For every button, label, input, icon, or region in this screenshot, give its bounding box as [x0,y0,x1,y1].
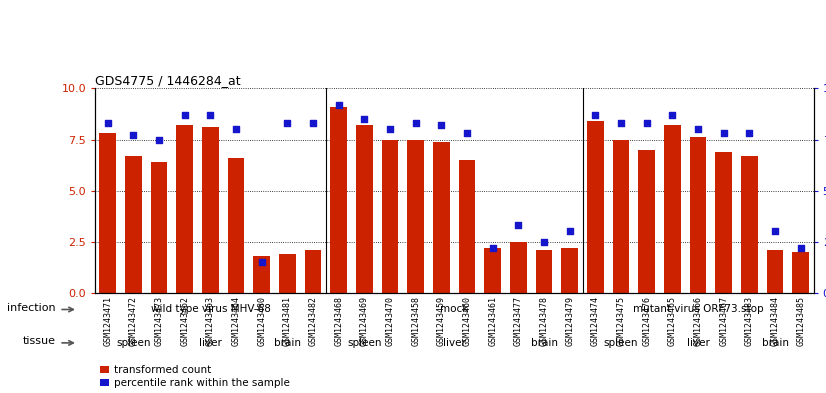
Point [255,259,268,265]
Point [281,120,294,126]
Text: mutant virus ORF73.stop: mutant virus ORF73.stop [633,305,763,314]
Point [409,120,422,126]
Bar [356,125,373,293]
Point [383,126,396,132]
Bar [485,248,501,293]
Point [615,120,628,126]
Bar [715,152,732,293]
Point [358,116,371,122]
Bar [458,160,476,293]
Point [794,245,807,251]
Bar [177,125,193,293]
Point [640,120,653,126]
Text: spleen: spleen [347,338,382,348]
Bar [767,250,783,293]
Text: tissue: tissue [23,336,56,346]
Bar [510,242,527,293]
Bar [613,140,629,293]
Point [512,222,525,228]
Legend: transformed count, percentile rank within the sample: transformed count, percentile rank withi… [100,365,290,388]
Point [691,126,705,132]
Point [127,132,140,139]
Text: liver: liver [686,338,710,348]
Bar [587,121,604,293]
Point [461,130,474,136]
Bar [99,133,116,293]
Text: brain: brain [762,338,789,348]
Bar [382,140,398,293]
Bar [305,250,321,293]
Text: infection: infection [7,303,56,313]
Text: spleen: spleen [604,338,638,348]
Bar [433,141,450,293]
Text: wild type virus MHV-68: wild type virus MHV-68 [150,305,270,314]
Text: liver: liver [199,338,222,348]
Point [230,126,243,132]
Bar [151,162,168,293]
Point [717,130,730,136]
Point [178,112,192,118]
Point [306,120,320,126]
Point [666,112,679,118]
Point [743,130,756,136]
Bar [741,156,757,293]
Bar [690,138,706,293]
Bar [792,252,809,293]
Bar [407,140,424,293]
Point [487,245,500,251]
Point [563,228,577,235]
Point [538,239,551,245]
Bar [664,125,681,293]
Text: GDS4775 / 1446284_at: GDS4775 / 1446284_at [95,74,240,87]
Bar [228,158,244,293]
Point [589,112,602,118]
Bar [202,127,219,293]
Point [153,136,166,143]
Text: spleen: spleen [116,338,150,348]
Text: liver: liver [443,338,466,348]
Text: mock: mock [440,305,468,314]
Bar [279,254,296,293]
Point [332,102,345,108]
Bar [254,256,270,293]
Text: brain: brain [274,338,301,348]
Point [434,122,448,129]
Point [102,120,115,126]
Bar [330,107,347,293]
Bar [638,150,655,293]
Point [768,228,781,235]
Point [204,112,217,118]
Text: brain: brain [530,338,558,348]
Bar [562,248,578,293]
Bar [536,250,553,293]
Bar [126,156,142,293]
